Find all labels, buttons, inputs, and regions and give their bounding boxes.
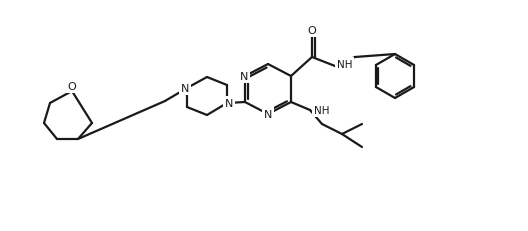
Text: NH: NH xyxy=(337,60,353,70)
Text: N: N xyxy=(225,99,233,109)
Text: N: N xyxy=(181,84,189,94)
Text: O: O xyxy=(68,82,77,92)
Text: N: N xyxy=(240,72,248,82)
Text: N: N xyxy=(264,109,272,119)
Text: O: O xyxy=(308,26,316,36)
Text: NH: NH xyxy=(314,106,329,116)
